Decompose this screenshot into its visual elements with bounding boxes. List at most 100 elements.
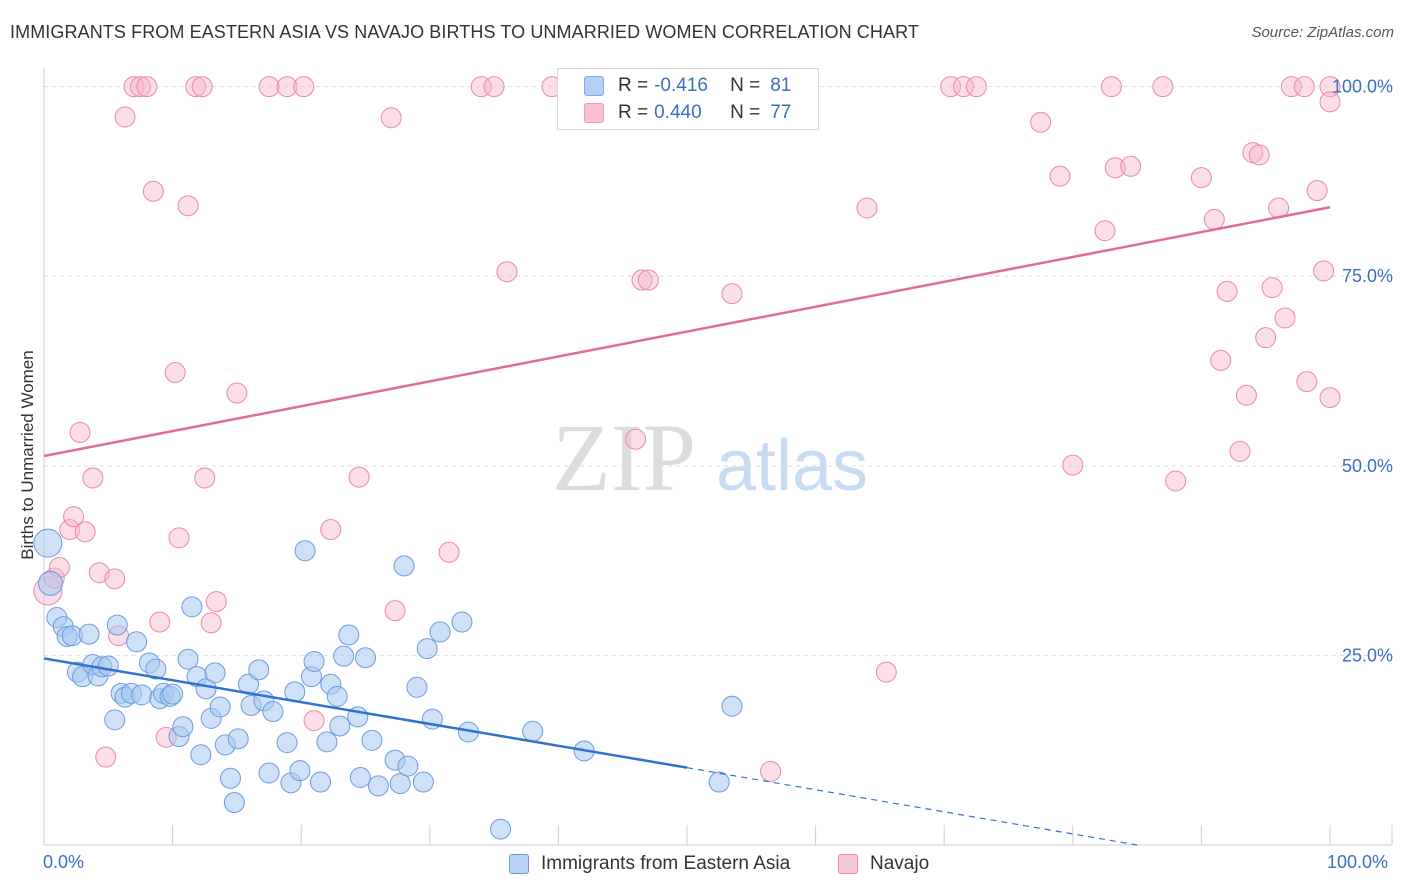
navajo-point bbox=[631, 269, 653, 291]
navajo-point bbox=[194, 467, 216, 489]
navajo-point bbox=[1255, 327, 1277, 349]
legend-r-value-asia: -0.416 bbox=[654, 75, 708, 96]
navajo-point bbox=[177, 195, 199, 217]
navajo-point bbox=[1274, 307, 1296, 329]
navajo-point bbox=[438, 541, 460, 563]
asia-point bbox=[106, 614, 128, 636]
asia-point bbox=[522, 720, 544, 742]
asia-point bbox=[177, 648, 199, 670]
asia-point bbox=[126, 631, 148, 653]
navajo-point bbox=[1100, 76, 1122, 98]
navajo-point bbox=[1293, 76, 1315, 98]
navajo-point bbox=[625, 428, 647, 450]
navajo-point bbox=[1296, 371, 1318, 393]
bottom-legend-label-navajo: Navajo bbox=[870, 853, 930, 874]
asia-point bbox=[104, 709, 126, 731]
navajo-point bbox=[82, 467, 104, 489]
asia-point bbox=[131, 684, 153, 706]
asia-point bbox=[326, 685, 348, 707]
asia-point bbox=[333, 645, 355, 667]
asia-point bbox=[349, 767, 371, 789]
navajo-point bbox=[384, 600, 406, 622]
navajo-point bbox=[1030, 111, 1052, 133]
bottom-legend-asia: Immigrants from Eastern Asia bbox=[509, 850, 790, 878]
asia-point bbox=[289, 760, 311, 782]
bottom-legend-swatch-navajo bbox=[838, 854, 858, 874]
navajo-point bbox=[965, 76, 987, 98]
navajo-point bbox=[380, 107, 402, 129]
navajo-point bbox=[856, 197, 878, 219]
legend-n-value-navajo: 77 bbox=[770, 102, 792, 123]
asia-point bbox=[406, 676, 428, 698]
asia-point bbox=[393, 555, 415, 577]
navajo-point bbox=[1120, 155, 1142, 177]
watermark: ZIP atlas bbox=[552, 404, 868, 511]
navajo-point bbox=[1165, 470, 1187, 492]
navajo-point bbox=[142, 180, 164, 202]
correlation-legend: R = -0.416 N = 81 R = 0.440 N = 77 bbox=[557, 68, 819, 130]
asia-point bbox=[258, 762, 280, 784]
y-tick-labels: 25.0% 50.0% 75.0% 100.0% bbox=[1332, 77, 1393, 666]
asia-point bbox=[190, 744, 212, 766]
asia-point bbox=[276, 732, 298, 754]
asia-point bbox=[412, 771, 434, 793]
asia-point bbox=[316, 731, 338, 753]
navajo-point bbox=[293, 76, 315, 98]
navajo-point bbox=[470, 76, 492, 98]
asia-point bbox=[294, 540, 316, 562]
asia-trend-line bbox=[43, 657, 688, 769]
navajo-point bbox=[149, 611, 171, 633]
navajo-point bbox=[1210, 349, 1232, 371]
navajo-point bbox=[205, 591, 227, 613]
navajo-point bbox=[191, 76, 213, 98]
gridlines bbox=[44, 86, 1392, 656]
navajo-point bbox=[952, 76, 974, 98]
y-tick-label: 25.0% bbox=[1342, 645, 1393, 665]
navajo-point bbox=[168, 527, 190, 549]
navajo-point bbox=[320, 519, 342, 541]
navajo-point bbox=[185, 76, 207, 98]
asia-points bbox=[33, 528, 743, 840]
asia-point bbox=[708, 771, 730, 793]
asia-point bbox=[355, 647, 376, 669]
asia-point bbox=[262, 701, 284, 723]
navajo-point bbox=[226, 382, 248, 404]
navajo-point bbox=[1216, 280, 1238, 302]
asia-point bbox=[361, 729, 383, 751]
asia-point bbox=[721, 695, 743, 717]
navajo-point bbox=[123, 76, 145, 98]
legend-r-value-navajo: 0.440 bbox=[654, 102, 702, 123]
legend-n-label: N = bbox=[730, 75, 761, 96]
legend-n-value-asia: 81 bbox=[770, 75, 792, 96]
navajo-point bbox=[496, 261, 518, 283]
navajo-point bbox=[1094, 220, 1116, 242]
asia-point bbox=[162, 683, 184, 705]
watermark-zip: ZIP bbox=[552, 404, 696, 511]
navajo-point bbox=[303, 710, 325, 732]
navajo-point bbox=[1229, 440, 1251, 462]
navajo-point bbox=[258, 76, 280, 98]
navajo-point bbox=[1248, 144, 1270, 166]
navajo-point bbox=[1306, 180, 1328, 202]
navajo-points bbox=[33, 76, 1341, 782]
navajo-point bbox=[1235, 384, 1257, 406]
asia-point bbox=[248, 659, 270, 681]
asia-point bbox=[490, 818, 512, 840]
legend-swatch-asia bbox=[584, 76, 604, 96]
asia-point bbox=[309, 771, 331, 793]
asia-point bbox=[145, 658, 167, 680]
asia-point bbox=[329, 715, 351, 737]
asia-point bbox=[429, 621, 451, 643]
y-tick-label: 100.0% bbox=[1332, 77, 1393, 97]
bottom-legend-label-asia: Immigrants from Eastern Asia bbox=[541, 853, 791, 874]
navajo-point bbox=[875, 661, 897, 683]
legend-row-navajo: R = 0.440 N = 77 bbox=[584, 100, 792, 126]
navajo-point bbox=[940, 76, 962, 98]
navajo-point bbox=[1319, 91, 1341, 113]
navajo-point bbox=[760, 760, 782, 782]
asia-point bbox=[416, 638, 438, 660]
asia-point bbox=[451, 611, 473, 633]
navajo-point bbox=[74, 521, 96, 543]
navajo-point bbox=[104, 568, 126, 590]
